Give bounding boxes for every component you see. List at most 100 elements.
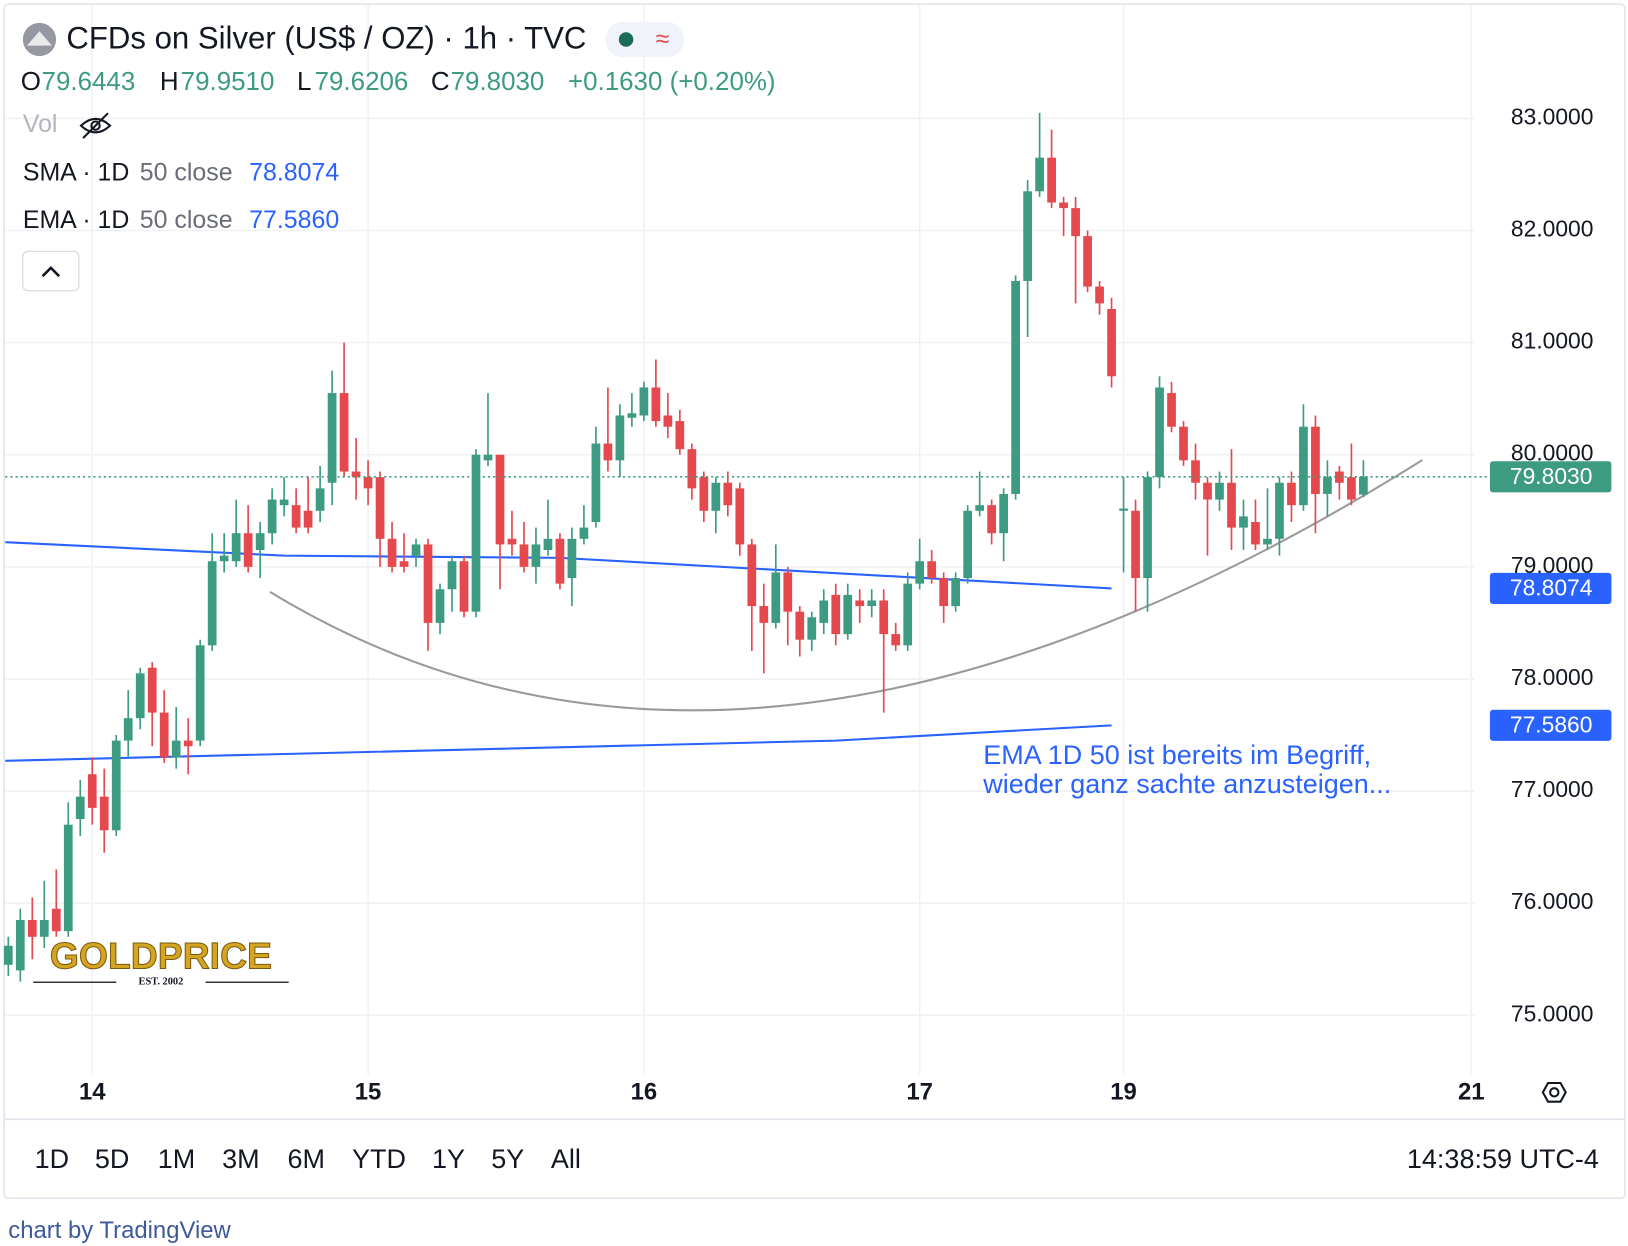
candle-body <box>135 673 145 719</box>
candle-body <box>771 572 781 623</box>
candle-body <box>1311 426 1320 494</box>
ohlc-change: +0.1630 (+0.20%) <box>568 68 776 96</box>
plot <box>3 112 1487 982</box>
candle-body <box>87 774 97 808</box>
candle-body <box>891 634 901 646</box>
candle-body <box>1071 208 1080 237</box>
candle-body <box>831 594 841 635</box>
candle-body <box>639 387 649 416</box>
candle-body <box>939 578 949 607</box>
candle-body <box>99 796 109 831</box>
candle-body <box>51 908 61 932</box>
candle-body <box>231 533 241 562</box>
candle-body <box>219 555 229 562</box>
ohlc-key: C <box>431 68 450 96</box>
candle-body <box>1299 426 1308 506</box>
vol-label: Vol <box>23 110 58 138</box>
range-button[interactable]: All <box>551 1144 581 1174</box>
logo-est: EST. 2002 <box>139 977 184 988</box>
indicator-line <box>5 724 1112 762</box>
toolbar: 1D 5D 1M 3M 6M YTD 1Y 5Y All <box>35 1144 581 1174</box>
candle-body <box>39 919 49 937</box>
ohlc-value: 79.9510 <box>181 68 275 96</box>
candle-body <box>1227 482 1236 528</box>
legend-value: 78.8074 <box>249 158 339 186</box>
candle-body <box>399 561 409 567</box>
candle-body <box>411 544 421 556</box>
candle-body <box>975 505 985 511</box>
hide-icon[interactable] <box>79 112 112 139</box>
candle-body <box>519 544 529 567</box>
candle-body <box>1011 280 1020 494</box>
range-button[interactable]: 1D <box>35 1144 69 1174</box>
footer-credit[interactable]: chart by TradingView <box>8 1217 231 1244</box>
candle-body <box>27 919 37 937</box>
candle-body <box>747 544 757 607</box>
candle-body <box>483 454 493 461</box>
candle-body <box>435 589 445 623</box>
panel <box>3 3 1626 1200</box>
indicator-legend: SMA · 1D 50 close 78.8074 EMA · 1D 50 close 7… <box>23 158 340 234</box>
candle-body <box>879 600 889 635</box>
candle-body <box>291 505 301 528</box>
range-button[interactable]: 5D <box>95 1144 129 1174</box>
candle-body <box>627 413 637 418</box>
candle-body <box>963 510 973 579</box>
candle-body <box>375 477 385 539</box>
candle-body <box>531 544 541 567</box>
candle-body <box>903 583 913 646</box>
candle-body <box>927 561 937 579</box>
candle-body <box>267 499 277 534</box>
candle-body <box>1275 482 1284 539</box>
candle-body <box>711 482 721 511</box>
candle-body <box>351 471 361 478</box>
candle-body <box>471 454 481 612</box>
candle-body <box>63 824 73 932</box>
legend-name: EMA · 1D <box>23 206 130 234</box>
price-label: 78.8074 <box>1510 574 1593 600</box>
candle-body <box>699 477 709 511</box>
candle-body <box>735 488 745 545</box>
candle-body <box>1347 477 1356 500</box>
candle-body <box>507 538 517 545</box>
range-button[interactable]: 1Y <box>432 1144 465 1174</box>
candle-body <box>159 712 169 758</box>
y-tick-label: 81.0000 <box>1511 328 1594 354</box>
candle-body <box>1119 508 1128 511</box>
ohlc-line: O79.6443 H79.9510 L 79.6206 C79.8030 +0.1… <box>21 68 776 96</box>
candle-body <box>243 533 253 567</box>
price-label: 79.8030 <box>1510 463 1593 489</box>
y-tick-label: 83.0000 <box>1511 103 1594 129</box>
candle-body <box>279 499 289 506</box>
price-label: 77.5860 <box>1510 711 1593 737</box>
ohlc-key: H <box>160 68 179 96</box>
range-button[interactable]: YTD <box>352 1144 406 1174</box>
candle-body <box>171 740 181 758</box>
candle-body <box>339 393 349 472</box>
candle-body <box>1179 426 1188 461</box>
range-button[interactable]: 5Y <box>491 1144 524 1174</box>
candle-body <box>459 561 469 612</box>
status-dot <box>618 32 634 47</box>
range-button[interactable]: 1M <box>158 1144 195 1174</box>
y-tick-label: 77.0000 <box>1511 776 1594 802</box>
candle-body <box>843 594 853 635</box>
candle-body <box>543 538 553 551</box>
cup-curve <box>269 459 1423 712</box>
range-button[interactable]: 3M <box>222 1144 259 1174</box>
candle-body <box>783 572 793 612</box>
range-button[interactable]: 6M <box>288 1144 325 1174</box>
candle-body <box>867 600 877 607</box>
settings-icon[interactable] <box>1541 1081 1567 1103</box>
candle-body <box>915 561 925 584</box>
candle-body <box>951 578 961 607</box>
candle-body <box>651 387 661 422</box>
collapse-button[interactable] <box>22 250 80 292</box>
candle-body <box>255 533 265 551</box>
legend-value: 77.5860 <box>249 206 339 234</box>
clock: 14:38:59 UTC-4 <box>1407 1144 1599 1174</box>
candle-body <box>111 740 121 831</box>
candle-body <box>447 561 457 590</box>
